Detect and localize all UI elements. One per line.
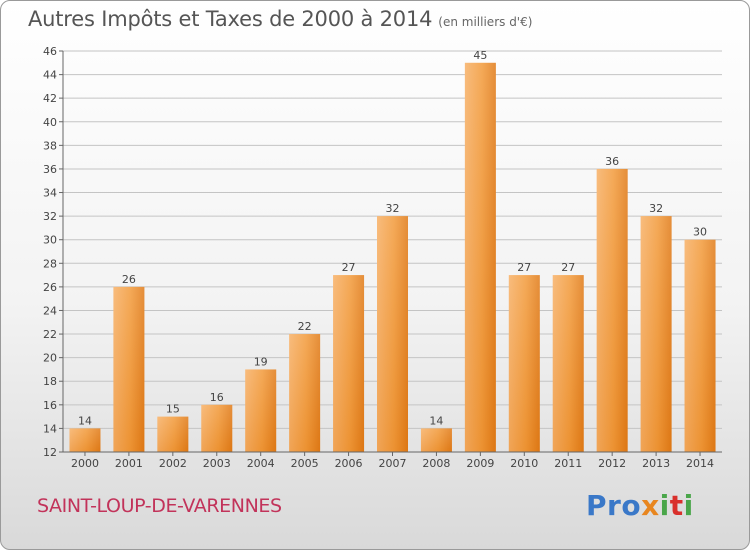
axis-layer: 12 14 16 18 20 22 24 26 28 30 32 34 36 38 40 42 44 46 2000… (43, 45, 722, 470)
bar-shade (464, 62, 496, 452)
bar-value-label: 45 (473, 49, 487, 62)
y-tick-label: 20 (43, 352, 57, 365)
y-tick-label: 34 (43, 187, 57, 200)
x-tick-label: 2012 (598, 457, 626, 470)
bar-value-label: 36 (605, 155, 619, 168)
bar-shade (640, 216, 672, 452)
bar-shade (596, 168, 628, 453)
x-tick-label: 2006 (335, 457, 363, 470)
x-tick-label: 2003 (203, 457, 231, 470)
x-tick-label: 2010 (510, 457, 538, 470)
bar-value-label: 19 (254, 355, 268, 368)
y-tick-label: 24 (43, 304, 57, 317)
bar-shade (420, 428, 452, 452)
commune-name: SAINT-LOUP-DE-VARENNES (37, 495, 282, 517)
bar-shade (69, 428, 101, 452)
x-tick-label: 2009 (466, 457, 494, 470)
bar-shade (289, 334, 321, 452)
logo-part-3: i (659, 489, 670, 522)
y-tick-label: 26 (43, 281, 57, 294)
logo-part-1: Pro (586, 489, 642, 522)
y-tick-label: 46 (43, 45, 57, 58)
y-tick-label: 32 (43, 210, 57, 223)
x-tick-label: 2004 (247, 457, 275, 470)
bar-shade (508, 275, 540, 452)
bar-shade (684, 239, 716, 452)
x-tick-label: 2000 (71, 457, 99, 470)
y-tick-label: 36 (43, 163, 57, 176)
y-tick-label: 14 (43, 422, 57, 435)
bar-value-label: 14 (429, 414, 443, 427)
y-tick-label: 42 (43, 92, 57, 105)
bar-value-label: 27 (561, 261, 575, 274)
y-tick-label: 30 (43, 234, 57, 247)
y-tick-label: 28 (43, 257, 57, 270)
bar-value-label: 27 (342, 261, 356, 274)
y-tick-label: 22 (43, 328, 57, 341)
bar-shade (377, 216, 408, 452)
y-tick-label: 18 (43, 375, 57, 388)
bar-shade (157, 416, 189, 452)
logo-part-4: t (669, 489, 684, 522)
y-tick-label: 12 (43, 446, 57, 459)
bar-value-label: 32 (386, 202, 400, 215)
bar-shade (552, 275, 584, 452)
bar-value-label: 16 (210, 391, 224, 404)
logo-part-2: x (641, 489, 660, 522)
bar-shade (333, 275, 365, 452)
y-tick-label: 16 (43, 399, 57, 412)
bar-value-label: 22 (298, 320, 312, 333)
bar-value-label: 26 (122, 273, 136, 286)
bar-value-label: 27 (517, 261, 531, 274)
x-tick-label: 2007 (379, 457, 407, 470)
chart-title: Autres Impôts et Taxes de 2000 à 2014 (en… (28, 7, 532, 31)
bar-value-label: 14 (78, 414, 92, 427)
unit-label: (en milliers d'€) (438, 15, 533, 29)
y-tick-label: 44 (43, 69, 57, 82)
title-text: Autres Impôts et Taxes de 2000 à 2014 (28, 7, 433, 31)
logo-part-5: i (683, 489, 694, 522)
x-tick-label: 2002 (159, 457, 187, 470)
bar-value-label: 15 (166, 403, 180, 416)
bar-shade (113, 286, 145, 452)
x-tick-label: 2001 (115, 457, 143, 470)
x-tick-label: 2013 (642, 457, 670, 470)
bar-value-label: 30 (693, 226, 707, 239)
x-tick-label: 2014 (686, 457, 714, 470)
y-tick-label: 40 (43, 116, 57, 129)
bar-shade (245, 369, 277, 452)
bars-layer: 14 26 15 16 19 22 27 32 14 45 27 27 36 32 30 (69, 49, 716, 453)
x-tick-label: 2011 (554, 457, 582, 470)
bar-value-label: 32 (649, 202, 663, 215)
proxiti-logo[interactable]: Proxiti (586, 489, 694, 522)
x-tick-label: 2005 (291, 457, 319, 470)
x-tick-label: 2008 (422, 457, 450, 470)
bar-shade (201, 404, 233, 452)
y-tick-label: 38 (43, 139, 57, 152)
